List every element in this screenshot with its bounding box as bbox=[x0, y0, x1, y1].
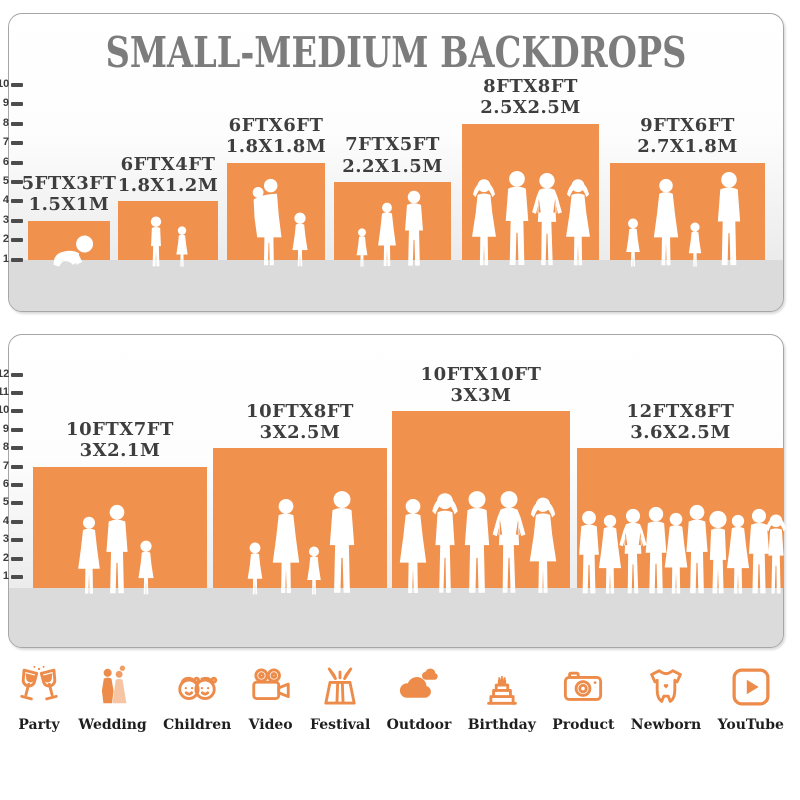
wedding-icon bbox=[90, 664, 136, 710]
youtube-icon bbox=[728, 664, 774, 710]
category-item-birthday: Birthday bbox=[468, 664, 536, 733]
category-item-festival: Festival bbox=[310, 664, 370, 733]
category-label: Newborn bbox=[630, 717, 702, 733]
product-icon bbox=[560, 664, 606, 710]
category-item-youtube: YouTube bbox=[718, 664, 784, 733]
category-label: Outdoor bbox=[386, 717, 452, 733]
festival-icon bbox=[317, 664, 363, 710]
category-label: Party bbox=[18, 717, 60, 733]
video-icon bbox=[248, 664, 294, 710]
newborn-icon bbox=[643, 664, 689, 710]
category-label: Video bbox=[248, 717, 293, 733]
category-item-video: Video bbox=[248, 664, 294, 733]
category-label: Birthday bbox=[467, 717, 536, 733]
category-item-product: Product bbox=[552, 664, 614, 733]
panel-top-small-medium: SMALL-MEDIUM BACKDROPS bbox=[8, 13, 784, 312]
category-label: Festival bbox=[310, 717, 371, 733]
category-label: Wedding bbox=[78, 717, 147, 733]
floor-strip bbox=[9, 260, 783, 311]
party-icon bbox=[16, 664, 62, 710]
category-item-newborn: Newborn bbox=[631, 664, 701, 733]
category-label: Product bbox=[552, 717, 615, 733]
categories-row: Party Wedding Children Video Festival Outdoor… bbox=[16, 664, 784, 733]
category-item-outdoor: Outdoor bbox=[386, 664, 452, 733]
page-title: SMALL-MEDIUM BACKDROPS bbox=[105, 28, 687, 77]
category-label: YouTube bbox=[717, 717, 784, 733]
children-icon bbox=[174, 664, 220, 710]
category-label: Children bbox=[163, 717, 232, 733]
category-item-party: Party bbox=[16, 664, 62, 733]
outdoor-icon bbox=[396, 664, 442, 710]
panel-bottom-large bbox=[8, 334, 784, 648]
category-item-children: Children bbox=[163, 664, 231, 733]
floor-strip bbox=[9, 588, 783, 647]
birthday-icon bbox=[479, 664, 525, 710]
category-item-wedding: Wedding bbox=[78, 664, 147, 733]
